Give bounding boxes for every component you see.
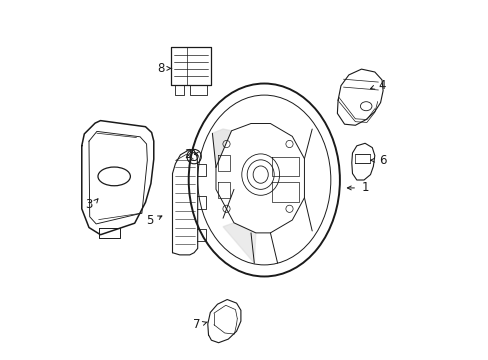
Text: 7: 7 (193, 318, 200, 330)
Text: 2: 2 (183, 148, 191, 161)
Text: 4: 4 (378, 79, 386, 92)
Polygon shape (212, 129, 231, 167)
Text: 1: 1 (361, 181, 368, 194)
Text: 3: 3 (85, 198, 93, 211)
Text: 5: 5 (146, 214, 153, 227)
Text: 8: 8 (157, 62, 164, 75)
Text: 6: 6 (378, 154, 386, 167)
Polygon shape (223, 223, 255, 263)
